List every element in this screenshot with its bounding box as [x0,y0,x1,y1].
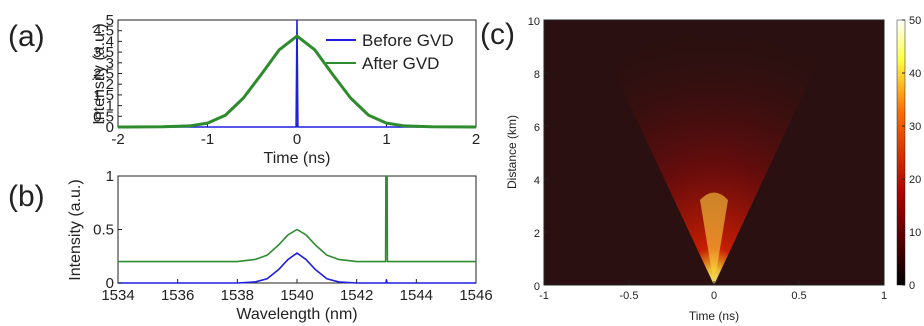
x-tick-label: 1534 [101,287,134,304]
chart-c: -1 -0.5 0 0.5 1 0 2 4 6 8 10 Time (ns) Distance (… [505,15,921,323]
spectrum-line-green [118,175,476,263]
y-tick-label: 2 [534,228,540,240]
x-tick-label: 1536 [161,287,194,304]
y-tick-label: 3.5 [93,44,114,61]
y-tick-label: 0.5 [93,222,114,239]
legend-label-before-gvd: Before GVD [362,31,454,50]
y-tick-label: 4 [106,33,114,50]
chart-a-legend: Before GVD After GVD [326,31,454,73]
y-tick-label: 8 [534,69,540,81]
y-tick-label: 1.5 [93,87,114,104]
colorbar-tick-label: 10 [909,227,921,239]
x-tick-label: 1540 [280,287,313,304]
chart-a-ylabel: Intensity (a.u.) [91,23,108,124]
colorbar-tick-label: 50 [909,15,921,27]
x-tick-label: -1 [539,290,549,302]
chart-a-xlabel: Time (ns) [264,150,331,167]
y-tick-label: 0 [106,119,114,136]
y-tick-label: 1 [106,98,114,115]
panel-label-a: (a) [8,20,45,53]
colorbar-tick-label: 40 [909,68,921,80]
x-tick-label: -2 [111,131,124,148]
x-tick-label: 1546 [459,287,492,304]
heatmap-cone [590,20,838,285]
series-line-after-gvd [117,34,477,129]
heatmap-core [700,192,728,285]
x-tick-label: 0 [293,131,301,148]
panel-label-b: (b) [8,180,45,213]
x-tick-label: 0.5 [791,290,806,302]
colorbar-tick-label: 20 [909,174,921,186]
x-tick-label: 2 [472,131,480,148]
y-tick-label: 2 [106,76,114,93]
y-tick-label: 3 [106,55,114,72]
y-tick-label: 2.5 [93,66,114,83]
x-tick-label: 1 [382,131,390,148]
y-tick-label: 0 [106,275,114,292]
chart-b-ylabel: Intensity (a.u.) [67,179,84,280]
y-tick-label: 4 [534,175,540,187]
x-tick-label: -1 [201,131,214,148]
x-tick-label: 0 [711,290,717,302]
x-tick-label: -0.5 [620,290,639,302]
legend-label-after-gvd: After GVD [362,54,439,73]
chart-c-xlabel: Time (ns) [689,309,739,323]
x-tick-label: 1538 [221,287,254,304]
y-tick-label: 5 [106,12,114,29]
y-tick-label: 6 [534,122,540,134]
colorbar-tick-label: 30 [909,121,921,133]
series-line-before-gvd [118,19,476,128]
y-tick-label: 1 [106,168,114,185]
colorbar-tick-label: 0 [909,280,915,292]
y-tick-label: 0 [534,281,540,293]
chart-a: -2 -1 0 1 2 00.511.522.533.544.55 Time (ns) … [91,12,480,167]
colorbar [896,19,906,286]
y-tick-label: 10 [528,16,540,28]
chart-b-xlabel: Wavelength (nm) [236,306,357,323]
y-tick-label: 4.5 [93,23,114,40]
chart-b: 1534 1536 1538 1540 1542 1544 1546 0 0.5 1 Wavel… [67,168,493,323]
spectrum-line-blue [118,252,476,284]
x-tick-label: 1 [881,290,887,302]
x-tick-label: 1542 [340,287,373,304]
chart-c-ylabel: Distance (km) [505,115,519,189]
panel-label-c: (c) [480,18,515,51]
x-tick-label: 1544 [400,287,433,304]
y-tick-label: 0.5 [93,108,114,125]
